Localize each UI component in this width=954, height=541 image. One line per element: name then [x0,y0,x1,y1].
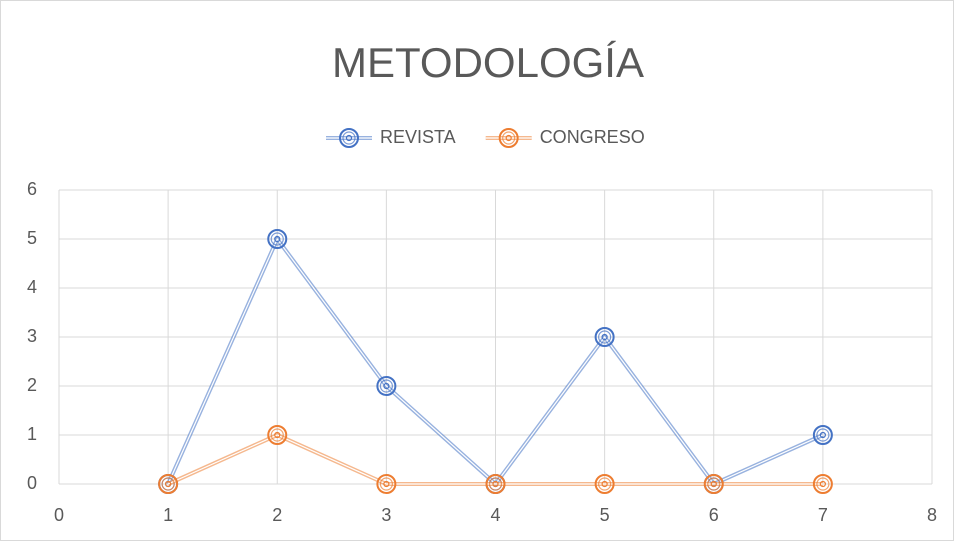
y-tick-label: 2 [27,375,37,395]
y-tick-label: 3 [27,326,37,346]
series-line-inner [167,434,823,485]
point [267,229,288,249]
marker-ring [816,428,830,442]
marker-ring [342,131,356,145]
marker-dot [345,134,353,142]
marker-dot [165,480,172,488]
x-tick-label: 0 [54,505,64,525]
x-tick-label: 1 [163,505,173,525]
marker-ring [270,232,284,246]
point [485,474,506,494]
marker-ring [376,474,397,494]
point [812,425,833,445]
marker-ring [812,425,833,445]
legend-label: CONGRESO [540,127,645,147]
point [594,327,615,347]
point [376,474,397,494]
x-tick-label: 2 [272,505,282,525]
marker-ring [703,474,724,494]
point [594,474,615,494]
x-tick-label: 6 [709,505,719,525]
y-tick-label: 4 [27,277,37,297]
x-tick-label: 3 [381,505,391,525]
marker-ring [594,327,615,347]
marker-dot [710,480,717,488]
marker-ring [379,477,393,491]
x-tick-label: 8 [927,505,937,525]
marker-dot [819,480,826,488]
y-tick-label: 5 [27,228,37,248]
marker-ring [816,477,830,491]
marker-ring [270,428,284,442]
marker-ring [267,229,288,249]
point [158,474,179,494]
point [812,474,833,494]
point [703,474,724,494]
marker-ring [812,474,833,494]
x-tick-label: 7 [818,505,828,525]
y-tick-label: 6 [27,179,37,199]
marker-dot [274,235,281,243]
legend-item: CONGRESO [485,127,645,148]
marker-ring [598,330,612,344]
marker-dot [383,382,390,390]
chart-title: METODOLOGÍA [332,39,644,86]
y-tick-label: 0 [27,473,37,493]
marker-ring [598,477,612,491]
marker-ring [707,477,721,491]
marker-ring [161,477,175,491]
marker-ring [379,379,393,393]
marker-dot [492,480,499,488]
marker-ring [267,425,288,445]
marker-ring [158,474,179,494]
marker-ring [488,477,503,491]
y-tick-label: 1 [27,424,37,444]
legend-item: REVISTA [326,127,456,148]
marker-dot [601,333,608,341]
marker-dot [383,480,390,488]
marker-dot [601,480,608,488]
x-tick-label: 5 [600,505,610,525]
marker-ring [485,474,506,494]
x-tick-label: 4 [490,505,500,525]
marker-ring [376,376,397,396]
point [267,425,288,445]
marker-ring [502,131,516,145]
marker-ring [498,128,519,148]
marker-ring [594,474,615,494]
legend-label: REVISTA [380,127,456,147]
marker-dot [505,134,512,142]
marker-dot [819,431,826,439]
point [376,376,397,396]
marker-dot [274,431,281,439]
marker-ring [339,128,359,148]
